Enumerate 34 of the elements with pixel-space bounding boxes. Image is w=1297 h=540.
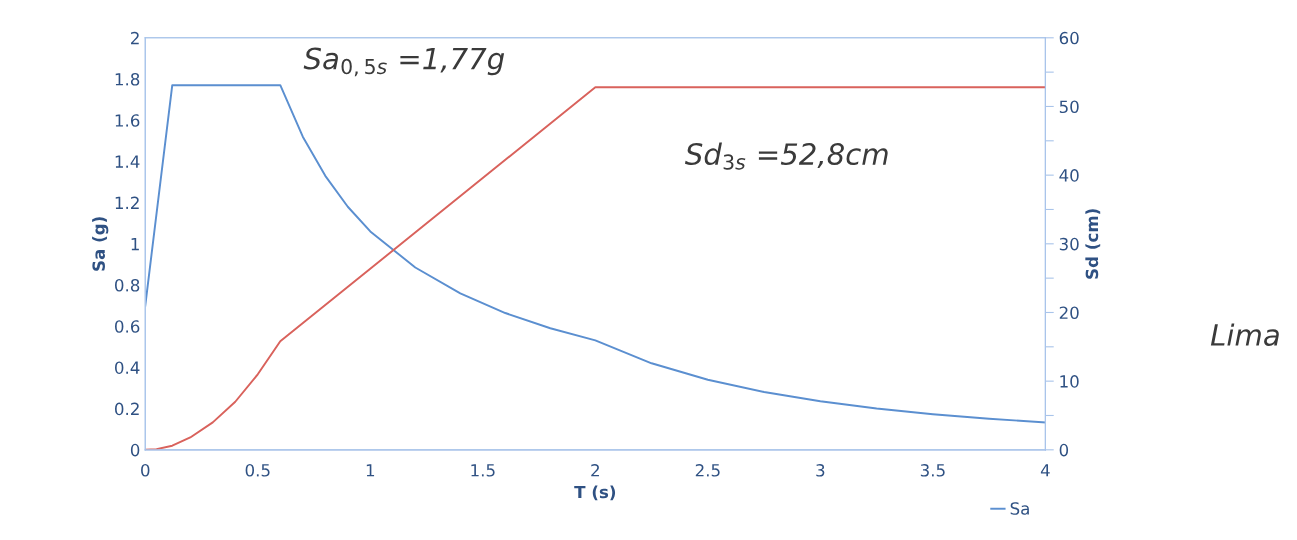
y-tick-label: 0 — [130, 443, 140, 457]
y-tick-label: 0.4 — [115, 361, 140, 374]
y2-tick-label: 20 — [1059, 306, 1079, 320]
y2-tick-label: 10 — [1060, 375, 1079, 388]
x-tick-label: 4 — [1040, 464, 1050, 477]
y2-axis-title: Sd (cm) — [1085, 209, 1101, 279]
y-tick-label: 0.6 — [115, 320, 140, 333]
x-tick-label: 0 — [141, 464, 150, 477]
text: Lima — [1210, 323, 1279, 346]
x-tick-label: 1.5 — [471, 464, 495, 477]
x-tick-label: 2.5 — [695, 464, 720, 477]
y2-tick-label: 0 — [1059, 443, 1069, 457]
y2-tick-label: 50 — [1059, 100, 1079, 114]
y2-tick-label: 60 — [1059, 31, 1079, 45]
y-tick-label: 2 — [131, 31, 139, 45]
y-tick-label: 1.8 — [115, 72, 140, 86]
y-tick-label: 1 — [131, 237, 139, 251]
annotation: Sa$_{0,5s}$ =1,77g — [303, 47, 505, 77]
y-tick-label: 1.6 — [115, 114, 140, 127]
y-tick-label: 0.2 — [115, 402, 139, 416]
y-axis-title: Sa (g) — [92, 217, 109, 271]
x-axis-title: T (s) — [574, 485, 616, 501]
y2-tick-label: 40 — [1059, 169, 1079, 182]
y-tick-label: 0.8 — [115, 278, 140, 292]
x-tick-label: 1 — [366, 464, 375, 477]
x-tick-label: 3.5 — [920, 464, 945, 477]
y-tick-label: 1.2 — [115, 196, 139, 209]
x-tick-label: 2 — [591, 464, 599, 477]
annotation: Sd$_{3s}$ =52,8cm — [684, 142, 888, 170]
legend-label: Sa — [1010, 502, 1029, 515]
y2-tick-label: 30 — [1059, 237, 1079, 251]
x-tick-label: 3 — [816, 464, 825, 477]
x-tick-label: 0.5 — [245, 464, 270, 477]
y-tick-label: 1.4 — [115, 155, 140, 168]
